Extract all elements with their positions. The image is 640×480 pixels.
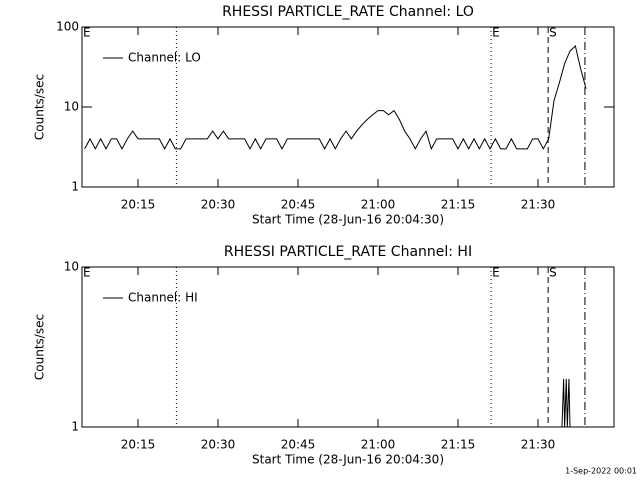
legend-label: Channel: HI — [128, 291, 198, 305]
x-axis-label: Start Time (28-Jun-16 20:04:30) — [252, 453, 444, 467]
event-label: S — [549, 266, 557, 280]
y-tick-label: 1 — [71, 420, 79, 434]
event-label: E — [492, 266, 500, 280]
data-line — [561, 378, 571, 428]
legend-label: Channel: LO — [128, 51, 201, 65]
event-label: E — [492, 26, 500, 40]
y-tick-label: 1 — [71, 180, 79, 194]
x-tick-label: 21:15 — [441, 438, 476, 452]
data-line — [84, 44, 587, 151]
event-label: E — [83, 26, 91, 40]
x-axis-label: Start Time (28-Jun-16 20:04:30) — [252, 213, 444, 227]
x-tick-label: 20:30 — [201, 198, 236, 212]
x-tick-label: 21:00 — [361, 198, 396, 212]
chart-title: RHESSI PARTICLE_RATE Channel: LO — [222, 4, 474, 20]
x-tick-label: 21:00 — [361, 438, 396, 452]
y-tick-label: 10 — [64, 260, 79, 274]
x-tick-label: 21:30 — [521, 438, 556, 452]
y-tick-label: 10 — [64, 100, 79, 114]
chart-title: RHESSI PARTICLE_RATE Channel: HI — [224, 244, 472, 260]
x-tick-label: 20:15 — [121, 198, 156, 212]
x-tick-label: 20:15 — [121, 438, 156, 452]
x-tick-label: 20:30 — [201, 438, 236, 452]
x-tick-label: 20:45 — [281, 198, 316, 212]
y-axis-label: Counts/sec — [33, 314, 47, 380]
event-label: E — [83, 266, 91, 280]
y-tick-label: 100 — [56, 20, 79, 34]
event-label: S — [549, 26, 557, 40]
x-tick-label: 20:45 — [281, 438, 316, 452]
x-tick-label: 21:30 — [521, 198, 556, 212]
y-axis-label: Counts/sec — [33, 74, 47, 140]
x-tick-label: 21:15 — [441, 198, 476, 212]
footer: 1-Sep-2022 00:01 — [565, 467, 637, 476]
plot-frame — [81, 266, 615, 428]
